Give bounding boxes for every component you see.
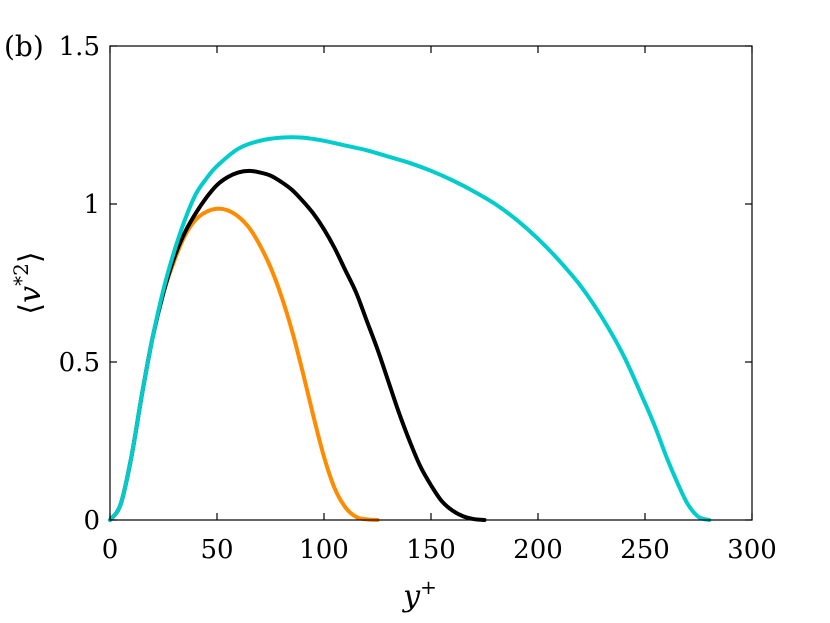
x-tick-label: 250	[620, 535, 670, 565]
x-tick-label: 50	[200, 535, 233, 565]
x-tick-label: 150	[406, 535, 456, 565]
plot-frame	[109, 45, 753, 521]
y-tick-label: 0.5	[59, 348, 100, 378]
x-tick-label: 200	[513, 535, 563, 565]
series-layer	[108, 135, 712, 522]
series-line-3	[108, 135, 712, 522]
x-tick-label: 0	[102, 535, 119, 565]
x-axis-label-base: y	[401, 579, 421, 614]
y-axis-label-base: v	[13, 286, 48, 303]
y-tick-label: 1.5	[59, 32, 100, 62]
y-tick-label: 0	[83, 506, 100, 536]
x-axis-label: y+	[401, 575, 437, 614]
y-axis-label-open: ⟨	[13, 303, 48, 315]
y-axis-label-sup: *2	[9, 263, 33, 286]
x-tick-label: 100	[299, 535, 349, 565]
y-axis-label: ⟨v*2⟩	[9, 251, 48, 314]
tick-layer: 0 50 100 150 200 250 300 0 0.5 1 1.5	[59, 32, 777, 565]
panel-label: (b)	[4, 30, 44, 63]
x-tick-label: 300	[727, 535, 777, 565]
x-axis-label-sup: +	[420, 575, 437, 599]
y-axis-label-close: ⟩	[13, 251, 48, 263]
y-tick-label: 1	[83, 190, 100, 220]
